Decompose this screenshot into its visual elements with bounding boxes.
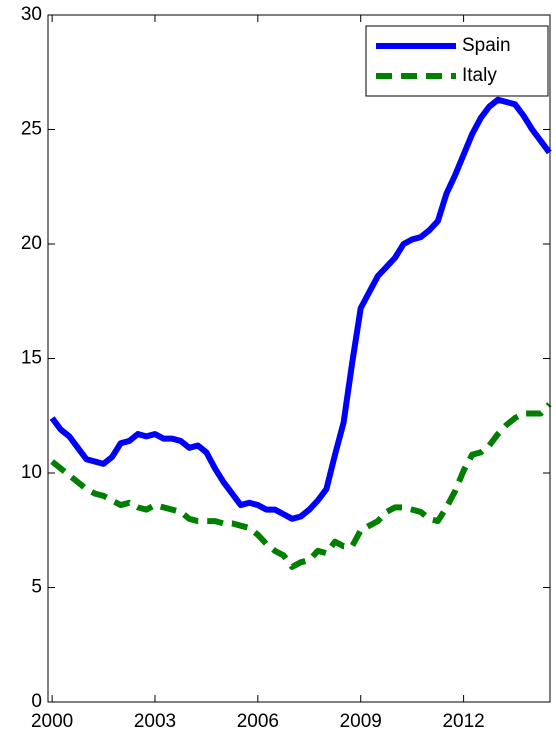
legend-label: Italy [462,65,497,86]
legend-box [365,25,549,97]
y-tick-label: 15 [21,348,42,369]
y-tick-label: 25 [21,119,42,140]
x-tick-label: 2009 [340,711,382,732]
data-line [50,402,552,570]
x-tick-label: 2000 [31,711,73,732]
data-line [49,96,552,522]
y-tick-label: 10 [21,462,42,483]
y-tick-label: 5 [31,577,42,598]
y-tick-label: 20 [21,233,42,254]
axes-box [47,14,551,703]
x-tick-label: 2012 [442,711,484,732]
y-tick-label: 0 [31,691,42,712]
x-tick-label: 2003 [134,711,176,732]
x-tick-label: 2006 [237,711,279,732]
legend-label: Spain [462,35,511,56]
legend: Spain Italy [365,25,549,97]
y-tick-label: 30 [21,4,42,25]
